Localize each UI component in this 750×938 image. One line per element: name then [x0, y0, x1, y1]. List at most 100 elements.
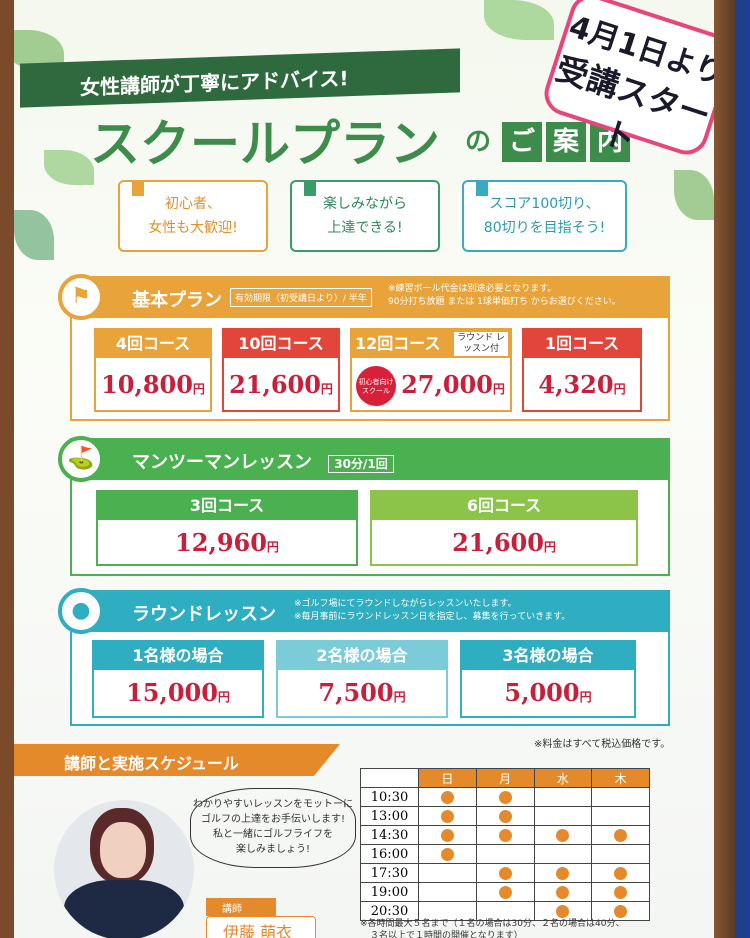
day-header: 日 — [418, 768, 477, 788]
slot-cell — [475, 882, 535, 902]
section-note: ※練習ボール代金は別途必要となります。 90分打ち放題 または 1球単価打ち から… — [388, 284, 621, 307]
speech-bubble: わかりやすいレッスンをモットーに ゴルフの上達をお手伝いします! 私と一緒にゴルフラ… — [190, 788, 356, 868]
schedule-row: 16:00 — [360, 844, 650, 864]
feature-text: 80切りを目指そう! — [483, 220, 606, 236]
slot-cell — [591, 806, 650, 826]
slot-cell — [533, 863, 593, 883]
slot-cell — [475, 901, 535, 921]
course-card: 12回コース ラウンド レッスン付 初心者向け スクール 27,000円 — [350, 328, 512, 412]
feature-text: スコア100切り、 — [489, 196, 600, 212]
time-cell: 13:00 — [360, 806, 419, 826]
available-dot-icon — [498, 809, 512, 823]
slot-cell — [591, 825, 650, 845]
course-card: 2名様の場合 7,500円 — [276, 640, 448, 718]
section-title: マンツーマンレッスン — [132, 452, 312, 473]
schedule-header: 講師と実施スケジュール — [14, 744, 340, 776]
slot-cell — [533, 844, 593, 864]
corner-cell — [360, 768, 419, 788]
man-to-man-section: ⛳ マンツーマンレッスン 30分/1回 3回コース 12,960円 6回コース 21… — [58, 436, 670, 576]
golf-flag-icon: ⚑ — [58, 274, 104, 320]
leaf-decoration — [484, 0, 554, 40]
slot-cell — [418, 787, 477, 807]
available-dot-icon — [498, 790, 512, 804]
schedule-row: 20:30 — [360, 901, 650, 921]
leaf-decoration — [674, 170, 714, 220]
slot-cell — [475, 806, 535, 826]
available-dot-icon — [556, 866, 570, 880]
wall-edge — [712, 0, 750, 938]
schedule-row: 14:30 — [360, 825, 650, 845]
slot-cell — [591, 844, 650, 864]
available-dot-icon — [440, 828, 454, 842]
available-dot-icon — [440, 790, 454, 804]
slot-cell — [475, 863, 535, 883]
available-dot-icon — [614, 866, 628, 880]
schedule-row: 10:30 — [360, 787, 650, 807]
golf-ball-tee-icon: ● — [58, 588, 104, 634]
beginner-badge: 初心者向け スクール — [356, 366, 396, 406]
slot-cell — [475, 787, 535, 807]
schedule-row: 17:30 — [360, 863, 650, 883]
title-suffix: の — [464, 127, 491, 157]
available-dot-icon — [498, 885, 512, 899]
slot-cell — [533, 901, 593, 921]
feature-text: 初心者、 — [165, 196, 221, 212]
feature-badge: 楽しみながら 上達できる! — [290, 180, 440, 252]
time-cell: 17:30 — [360, 863, 419, 883]
slot-cell — [533, 787, 593, 807]
slot-cell — [475, 825, 535, 845]
slot-cell — [418, 863, 477, 883]
poster: 女性講師が丁寧にアドバイス! スクールプラン の ご 案 内 4月1日より 受講… — [14, 0, 714, 938]
instructor-name: 伊藤 萌衣 — [206, 916, 316, 938]
slot-cell — [418, 806, 477, 826]
available-dot-icon — [498, 866, 512, 880]
schedule-table: 日月水木 10:30 13:00 14:30 16:00 17:30 19:00 20:30 — [360, 768, 650, 921]
slot-cell — [418, 825, 477, 845]
available-dot-icon — [440, 847, 454, 861]
available-dot-icon — [614, 885, 628, 899]
round-lesson-section: ● ラウンドレッスン ※ゴルフ場にてラウンドしながらレッスンいたします。 ※毎月事… — [58, 588, 670, 726]
section-note: ※ゴルフ場にてラウンドしながらレッスンいたします。 ※毎月事前にラウンドレッスン日… — [294, 599, 571, 622]
ribbon-icon — [476, 180, 488, 196]
duration-label: 30分/1回 — [328, 455, 394, 473]
feature-text: 女性も大歓迎! — [148, 220, 238, 236]
time-cell: 16:00 — [360, 844, 419, 864]
section-header: ● ラウンドレッスン ※ゴルフ場にてラウンドしながらレッスンいたします。 ※毎月事… — [58, 588, 668, 634]
section-title: 基本プラン — [132, 290, 222, 311]
schedule-footnote: ※各時間最大５名まで（１名の場合は30分、２名の場合は40分、 ３名以上で１時間の… — [360, 919, 625, 938]
day-header: 水 — [533, 768, 593, 788]
available-dot-icon — [614, 828, 628, 842]
course-card: 3名様の場合 5,000円 — [460, 640, 636, 718]
instructor-photo — [54, 800, 194, 938]
basic-plan-section: ⚑ 基本プラン 有効期限（初受講日より）/ 半年 ※練習ボール代金は別途必要とな… — [58, 274, 670, 421]
header-banner: 女性講師が丁寧にアドバイス! — [20, 48, 460, 108]
section-header: ⛳ マンツーマンレッスン 30分/1回 — [58, 436, 668, 482]
available-dot-icon — [614, 904, 628, 918]
course-card: 10回コース 21,600円 — [222, 328, 340, 412]
day-header: 木 — [591, 768, 650, 788]
ribbon-icon — [304, 180, 316, 196]
available-dot-icon — [440, 809, 454, 823]
start-date-sticker: 4月1日より 受講スタート — [538, 0, 714, 161]
golf-club-icon: ⛳ — [58, 436, 104, 482]
course-card: 6回コース 21,600円 — [370, 490, 638, 566]
section-title: ラウンドレッスン — [132, 604, 276, 625]
slot-cell — [533, 806, 593, 826]
available-dot-icon — [556, 904, 570, 918]
day-header: 月 — [475, 768, 535, 788]
schedule-row: 19:00 — [360, 882, 650, 902]
course-card: 3回コース 12,960円 — [96, 490, 358, 566]
available-dot-icon — [556, 885, 570, 899]
feature-badge: 初心者、女性も大歓迎! — [118, 180, 268, 252]
available-dot-icon — [498, 828, 512, 842]
course-card: 4回コース 10,800円 — [94, 328, 212, 412]
schedule-row: 13:00 — [360, 806, 650, 826]
course-card: 1名様の場合 15,000円 — [92, 640, 264, 718]
section-header: ⚑ 基本プラン 有効期限（初受講日より）/ 半年 ※練習ボール代金は別途必要とな… — [58, 274, 668, 320]
course-card: 1回コース 4,320円 — [522, 328, 642, 412]
time-cell: 14:30 — [360, 825, 419, 845]
slot-cell — [418, 844, 477, 864]
time-cell: 10:30 — [360, 787, 419, 807]
instructor-label: 講師 — [206, 898, 276, 916]
time-cell: 19:00 — [360, 882, 419, 902]
